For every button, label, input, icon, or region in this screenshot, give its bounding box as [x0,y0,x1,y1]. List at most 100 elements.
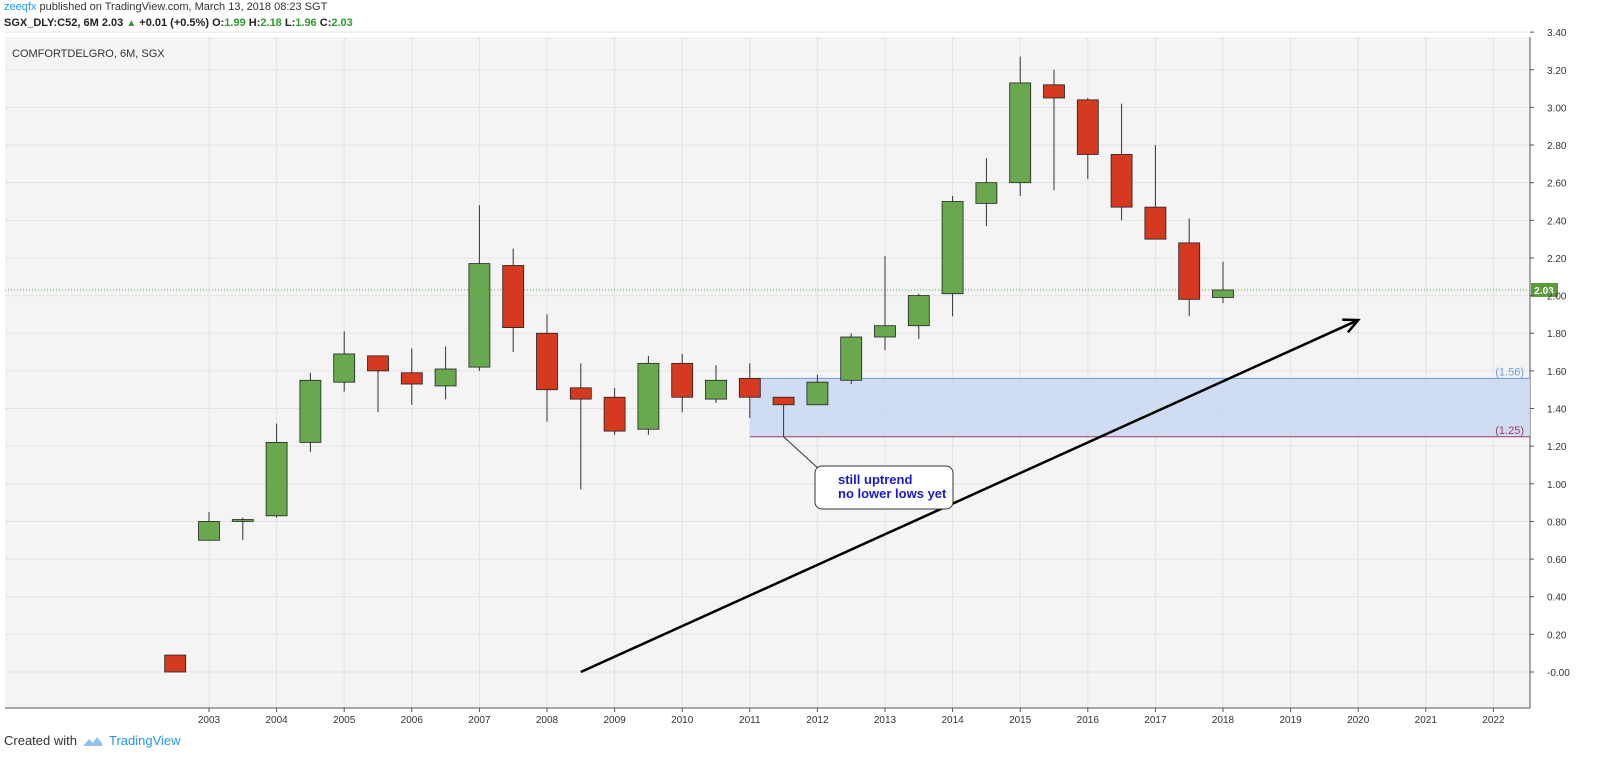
y-tick-label: 3.40 [1547,28,1567,39]
time-axis[interactable] [5,708,1530,730]
candle-body [164,654,187,673]
y-tick-label: 0.20 [1547,630,1567,641]
y-tick-label: 1.20 [1547,442,1567,453]
y-tick-label: 1.40 [1547,405,1567,416]
high-value: 2.18 [260,17,282,29]
x-tick-label: 2003 [198,715,221,726]
x-tick-label: 2019 [1279,715,1302,726]
symbol-label: SGX_DLY:C52, 6M [4,17,99,29]
candle-body [603,396,626,432]
candle-body [434,368,457,387]
trend-arrow [580,318,1361,674]
y-tick-label: 0.80 [1547,517,1567,528]
candle-body [874,325,896,338]
candle-body [907,295,930,327]
candle-body [1178,242,1201,300]
y-tick-label: 2.20 [1547,254,1567,265]
close-value: 2.03 [331,17,353,29]
y-tick-label: 1.80 [1547,329,1567,340]
y-tick-label: 2.40 [1547,216,1567,227]
y-tick-label: 0.40 [1547,593,1567,604]
candle-body [1144,206,1167,240]
candles [164,56,1234,673]
candle-body [468,263,491,368]
support-zone: (1.56) (1.25) [749,366,1530,438]
created-with-text: Created with [4,733,77,748]
trend-arrow-line [580,318,1359,674]
low-label: L: [284,17,296,29]
x-tick-label: 2017 [1144,715,1167,726]
candle-body [671,362,694,398]
price-axis[interactable] [1530,37,1600,708]
candle-body [265,441,288,517]
y-tick-label: 2.60 [1547,179,1567,190]
y-tick-labels: -0.00 0.20 0.40 0.60 0.80 1.00 1.20 1.40 1.60 1.8… [1530,28,1570,679]
support-zone-rect [749,378,1530,437]
y-tick-label: 1.60 [1547,367,1567,378]
trend-arrow-head [1342,318,1361,334]
zone-top-label: (1.56) [1495,366,1524,378]
callout-line-1: still uptrend [838,472,912,487]
y-tick-label: -0.00 [1547,668,1570,679]
plot-area[interactable] [5,37,1530,708]
y-tick-label: 3.20 [1547,66,1567,77]
x-tick-label: 2004 [265,715,288,726]
x-tick-label: 2018 [1212,715,1235,726]
open-label: O: [212,17,225,29]
candle-body [840,336,863,381]
x-tick-label: 2014 [941,715,964,726]
candle-body [806,381,829,406]
last-price-text: 2.03 [101,17,124,29]
candle-body [231,519,254,522]
x-tick-label: 2009 [603,715,626,726]
candle-body [637,362,660,430]
candle-body [333,353,356,383]
ohlc-legend: SGX_DLY:C52, 6M 2.03 ▲ +0.01 (+0.5%) O:1… [4,17,353,29]
y-tick-label: 3.00 [1547,103,1567,114]
candle-body [536,332,558,391]
candle-body [1009,82,1032,184]
y-tick-label: 0.60 [1547,555,1567,566]
callout-line-2: no lower lows yet [838,486,947,501]
x-tick-label: 2011 [739,715,761,726]
x-tick-label: 2015 [1009,715,1032,726]
zone-bottom-label: (1.25) [1495,425,1524,437]
candle-body [299,379,322,443]
last-price-label: 2.03 [1534,286,1554,297]
last-price-badge [1531,282,1558,297]
x-tick-label: 2020 [1347,715,1370,726]
tradingview-brand[interactable]: TradingView [108,733,181,748]
author-link[interactable]: zeeqfx [4,1,37,13]
candle-body [1212,289,1234,298]
high-label: H: [248,17,261,29]
last-price-line: 2.03 [5,282,1558,297]
x-tick-label: 2016 [1077,715,1100,726]
y-tick-label: 2.00 [1547,292,1567,303]
chart-title: COMFORTDELGRO, 6M, SGX [12,48,165,60]
publish-info: zeeqfx published on TradingView.com, Mar… [4,1,327,13]
candle-body [1076,99,1099,155]
candle-body [975,182,998,204]
x-tick-label: 2012 [806,715,829,726]
x-tick-label: 2021 [1415,715,1438,726]
candle-body [400,372,423,385]
x-tick-label: 2008 [536,715,559,726]
candle-body [738,378,761,398]
x-tick-label: 2010 [671,715,694,726]
candle-body [1110,154,1133,208]
x-tick-label: 2022 [1482,715,1505,726]
open-value: 1.99 [224,17,246,29]
candle-body [502,265,525,328]
x-tick-label: 2005 [333,715,356,726]
candle-body [941,201,964,295]
up-arrow-icon: ▲ [126,18,137,29]
callout-leader [783,436,821,471]
candle-body [569,387,592,400]
low-value: 1.96 [295,17,317,29]
candle-body [1043,84,1065,99]
close-label: C: [319,17,332,29]
x-tick-label: 2007 [468,715,491,726]
x-tick-label: 2013 [874,715,897,726]
